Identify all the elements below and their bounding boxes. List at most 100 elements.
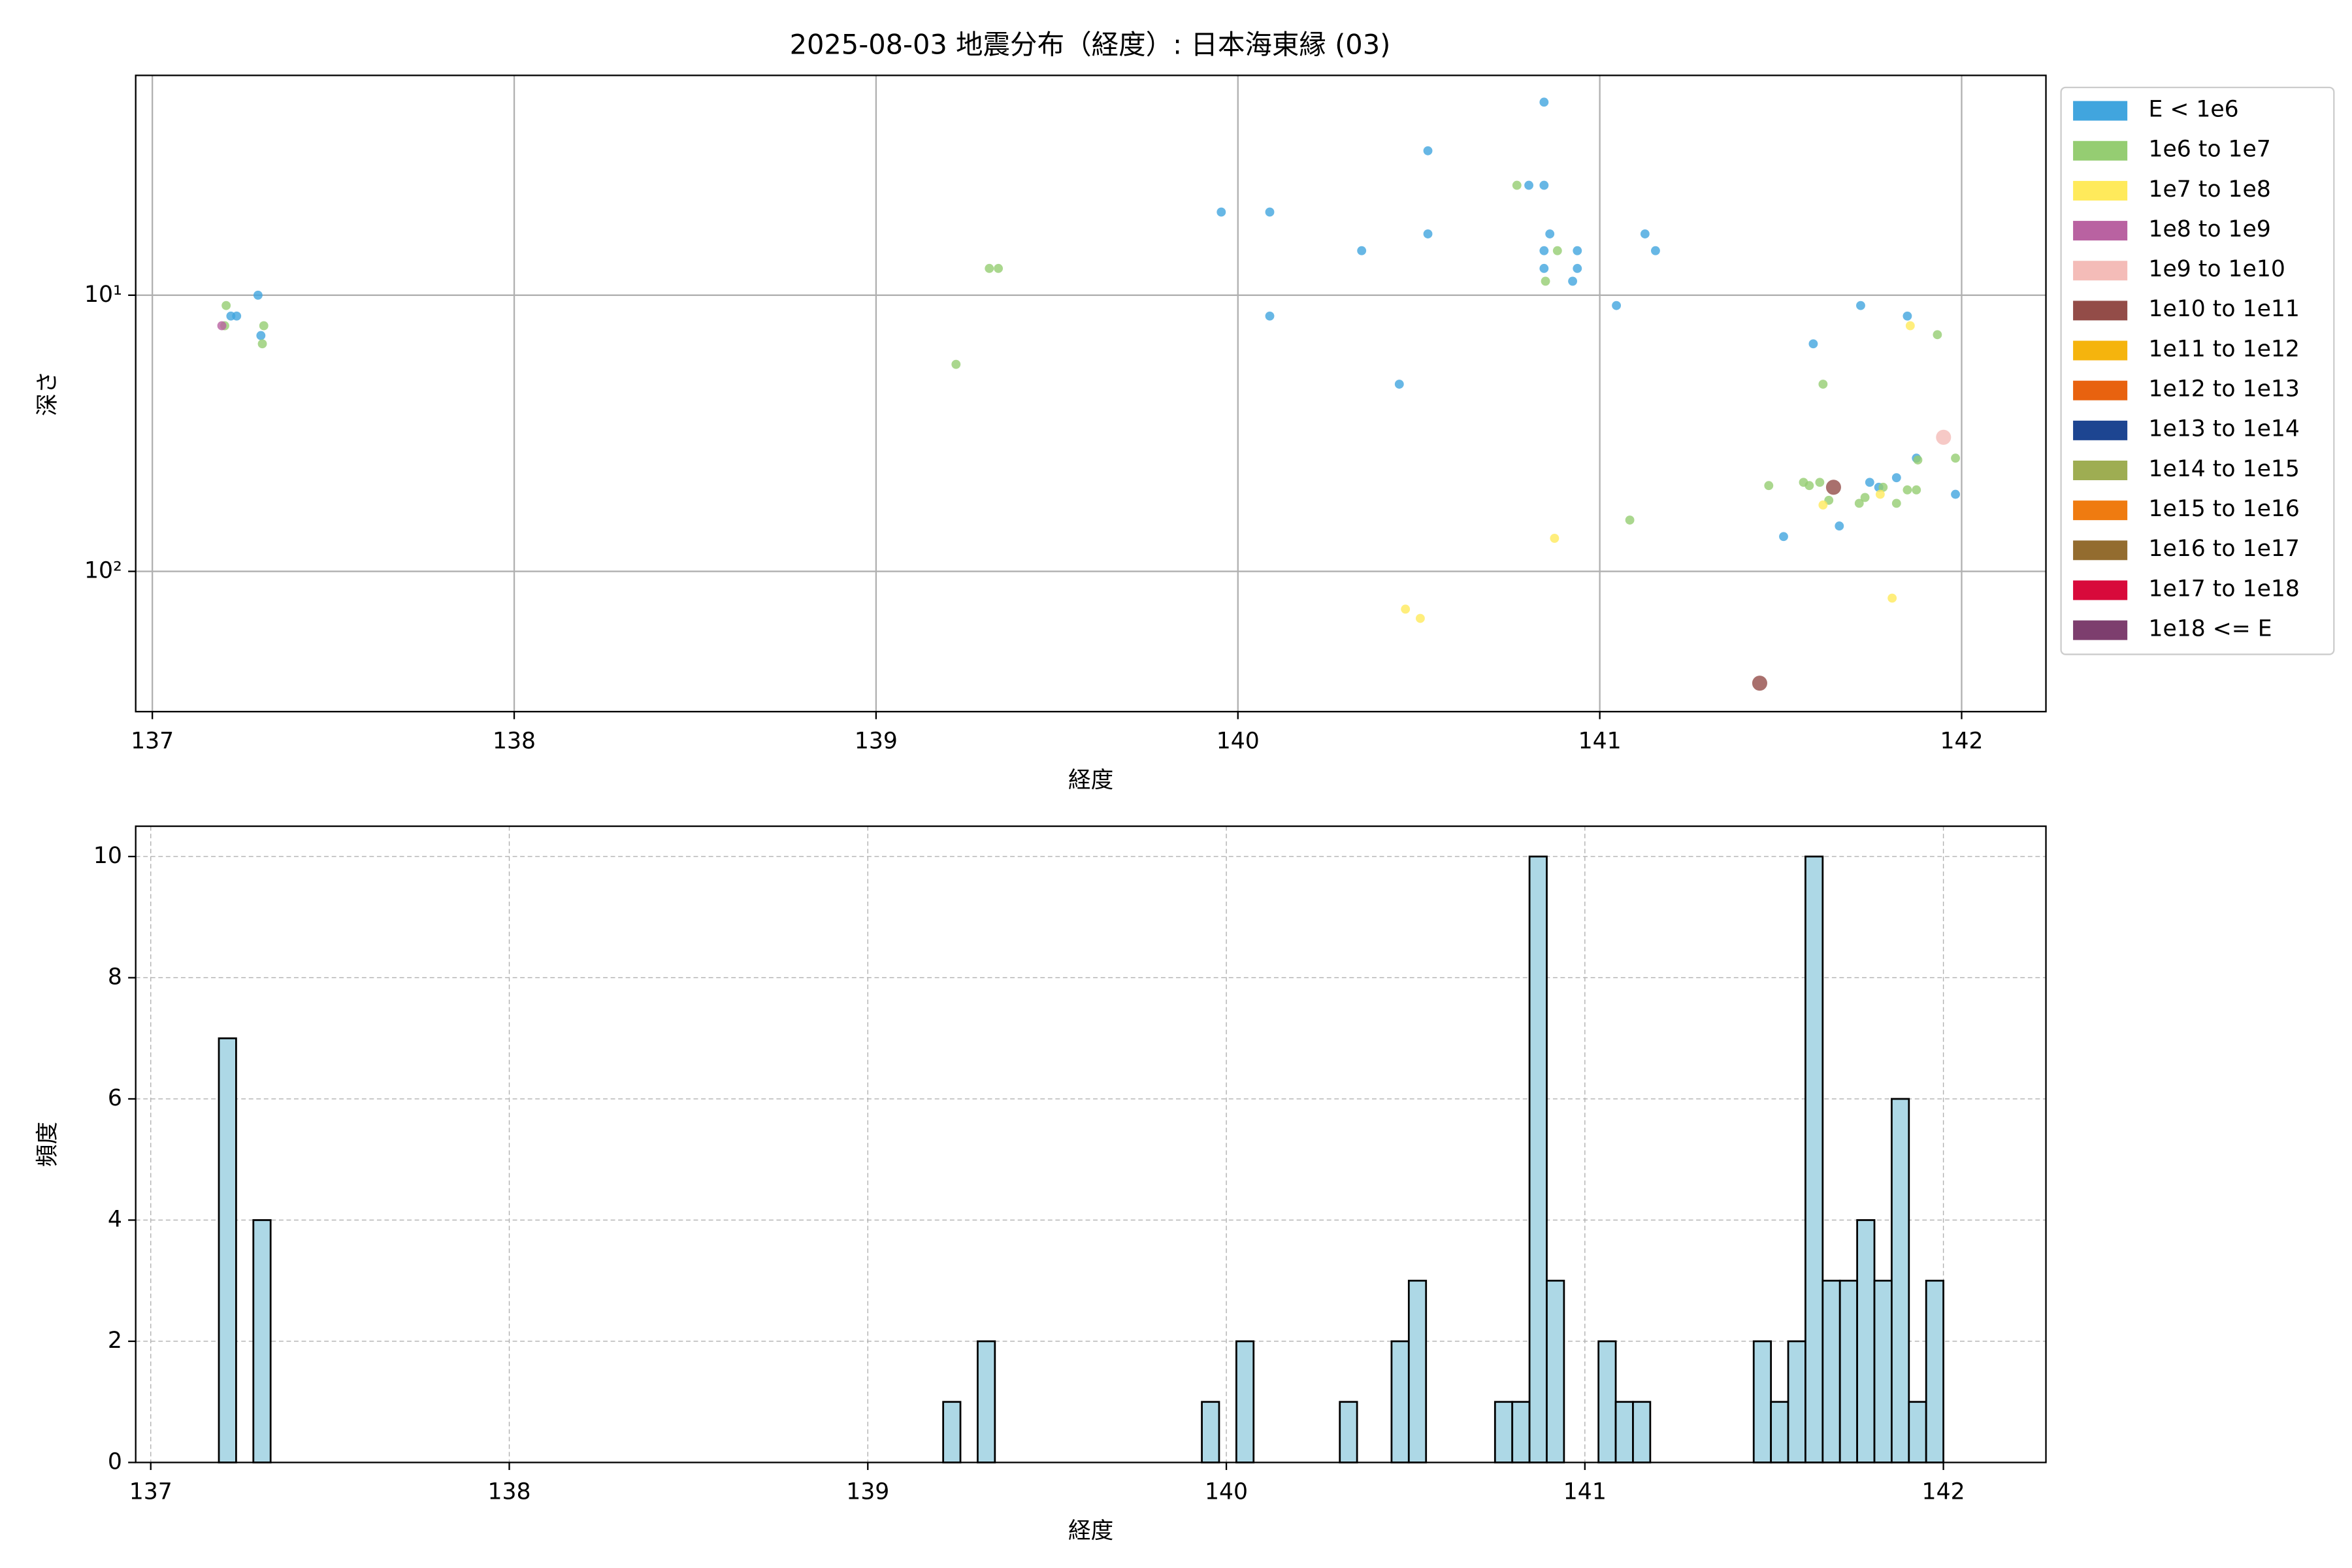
legend-swatch bbox=[2073, 261, 2128, 281]
legend-swatch bbox=[2073, 461, 2128, 480]
data-point bbox=[1524, 180, 1533, 190]
data-point bbox=[1951, 453, 1960, 463]
histogram-bar bbox=[1407, 1279, 1428, 1463]
legend-swatch bbox=[2073, 540, 2128, 561]
data-point bbox=[1357, 246, 1367, 255]
y-tick-label: 10 bbox=[93, 843, 122, 869]
legend-label: E < 1e6 bbox=[2148, 96, 2238, 122]
legend-swatch bbox=[2073, 580, 2128, 600]
legend-label: 1e9 to 1e10 bbox=[2148, 256, 2285, 282]
x-tick-label: 137 bbox=[131, 728, 174, 754]
data-point bbox=[257, 339, 267, 349]
legend-label: 1e15 to 1e16 bbox=[2148, 496, 2299, 522]
data-point bbox=[1625, 515, 1635, 525]
data-point bbox=[1856, 301, 1865, 310]
histogram-bar bbox=[1339, 1401, 1358, 1463]
data-point bbox=[1394, 380, 1404, 389]
data-point bbox=[1903, 485, 1912, 495]
data-point bbox=[1650, 246, 1660, 255]
histogram-bar bbox=[977, 1340, 996, 1463]
legend-label: 1e8 to 1e9 bbox=[2148, 216, 2270, 242]
legend-swatch bbox=[2073, 301, 2128, 321]
data-point bbox=[259, 321, 269, 331]
data-point bbox=[256, 331, 266, 340]
data-point bbox=[1401, 604, 1411, 614]
data-point bbox=[253, 290, 263, 300]
data-point bbox=[1913, 455, 1923, 465]
histogram-bar bbox=[1201, 1401, 1220, 1463]
y-tick-label: 8 bbox=[108, 964, 122, 990]
x-tick-label: 140 bbox=[1205, 1479, 1248, 1505]
data-point bbox=[1854, 498, 1864, 508]
y-tick-label: 2 bbox=[108, 1328, 122, 1354]
data-point bbox=[994, 263, 1004, 273]
histogram-bar bbox=[1856, 1219, 1876, 1463]
data-point bbox=[1265, 311, 1275, 321]
histogram-bar bbox=[1390, 1340, 1410, 1463]
data-point bbox=[1640, 229, 1650, 238]
legend-label: 1e17 to 1e18 bbox=[2148, 576, 2299, 602]
y-tick-label: 10¹ bbox=[84, 282, 122, 308]
x-axis-label: 経度 bbox=[1068, 1518, 1113, 1544]
histogram-bar bbox=[1838, 1279, 1858, 1463]
histogram-bar bbox=[1770, 1401, 1789, 1463]
histogram-bar bbox=[1908, 1401, 1927, 1463]
histogram-bar bbox=[1597, 1340, 1617, 1463]
legend-swatch bbox=[2073, 380, 2128, 400]
data-point bbox=[1936, 429, 1952, 445]
data-point bbox=[1573, 263, 1582, 273]
histogram-bar bbox=[942, 1401, 962, 1463]
x-tick-label: 140 bbox=[1217, 728, 1260, 754]
histogram-bar bbox=[1891, 1098, 1910, 1463]
legend-swatch bbox=[2073, 340, 2128, 361]
histogram-bar bbox=[1528, 855, 1548, 1463]
data-point bbox=[1808, 339, 1818, 349]
data-point bbox=[1539, 97, 1549, 107]
histogram-bar bbox=[1821, 1279, 1841, 1463]
legend-swatch bbox=[2073, 101, 2128, 121]
legend-swatch bbox=[2073, 221, 2128, 241]
data-point bbox=[1573, 246, 1582, 255]
legend-label: 1e13 to 1e14 bbox=[2148, 416, 2299, 442]
legend-label: 1e7 to 1e8 bbox=[2148, 176, 2270, 203]
data-point bbox=[1815, 478, 1825, 487]
x-axis-label: 経度 bbox=[1068, 767, 1113, 793]
x-tick-label: 141 bbox=[1578, 728, 1622, 754]
legend-label: 1e18 <= E bbox=[2148, 615, 2272, 642]
data-point bbox=[1951, 489, 1960, 499]
data-point bbox=[217, 321, 227, 331]
plot-frame bbox=[135, 74, 2047, 713]
histogram-bar bbox=[1494, 1401, 1514, 1463]
data-point bbox=[1779, 532, 1788, 542]
data-point bbox=[1835, 521, 1844, 531]
data-point bbox=[1552, 246, 1562, 255]
data-point bbox=[985, 263, 994, 273]
y-tick-label: 10² bbox=[84, 558, 122, 584]
data-point bbox=[1903, 311, 1912, 321]
histogram-bar bbox=[1511, 1401, 1531, 1463]
plot-frame bbox=[135, 825, 2047, 1463]
histogram-bar bbox=[1873, 1279, 1893, 1463]
x-tick-label: 137 bbox=[129, 1479, 172, 1505]
data-point bbox=[1818, 500, 1828, 510]
data-point bbox=[1933, 330, 1942, 340]
histogram-bar bbox=[1614, 1401, 1634, 1463]
data-point bbox=[1550, 533, 1560, 543]
data-point bbox=[1539, 246, 1549, 255]
data-point bbox=[1805, 481, 1814, 491]
data-point bbox=[1764, 481, 1774, 491]
data-point bbox=[1860, 493, 1870, 502]
data-point bbox=[1875, 489, 1885, 499]
x-tick-label: 138 bbox=[493, 728, 536, 754]
legend-label: 1e14 to 1e15 bbox=[2148, 456, 2299, 482]
data-point bbox=[1612, 301, 1622, 310]
y-axis-label: 深さ bbox=[35, 371, 61, 416]
histogram-bar bbox=[1752, 1340, 1772, 1463]
data-point bbox=[1905, 321, 1915, 331]
legend-label: 1e10 to 1e11 bbox=[2148, 296, 2299, 322]
legend-swatch bbox=[2073, 420, 2128, 440]
data-point bbox=[1423, 229, 1433, 238]
x-tick-label: 142 bbox=[1940, 728, 1983, 754]
x-tick-label: 139 bbox=[846, 1479, 889, 1505]
legend-label: 1e6 to 1e7 bbox=[2148, 137, 2270, 163]
